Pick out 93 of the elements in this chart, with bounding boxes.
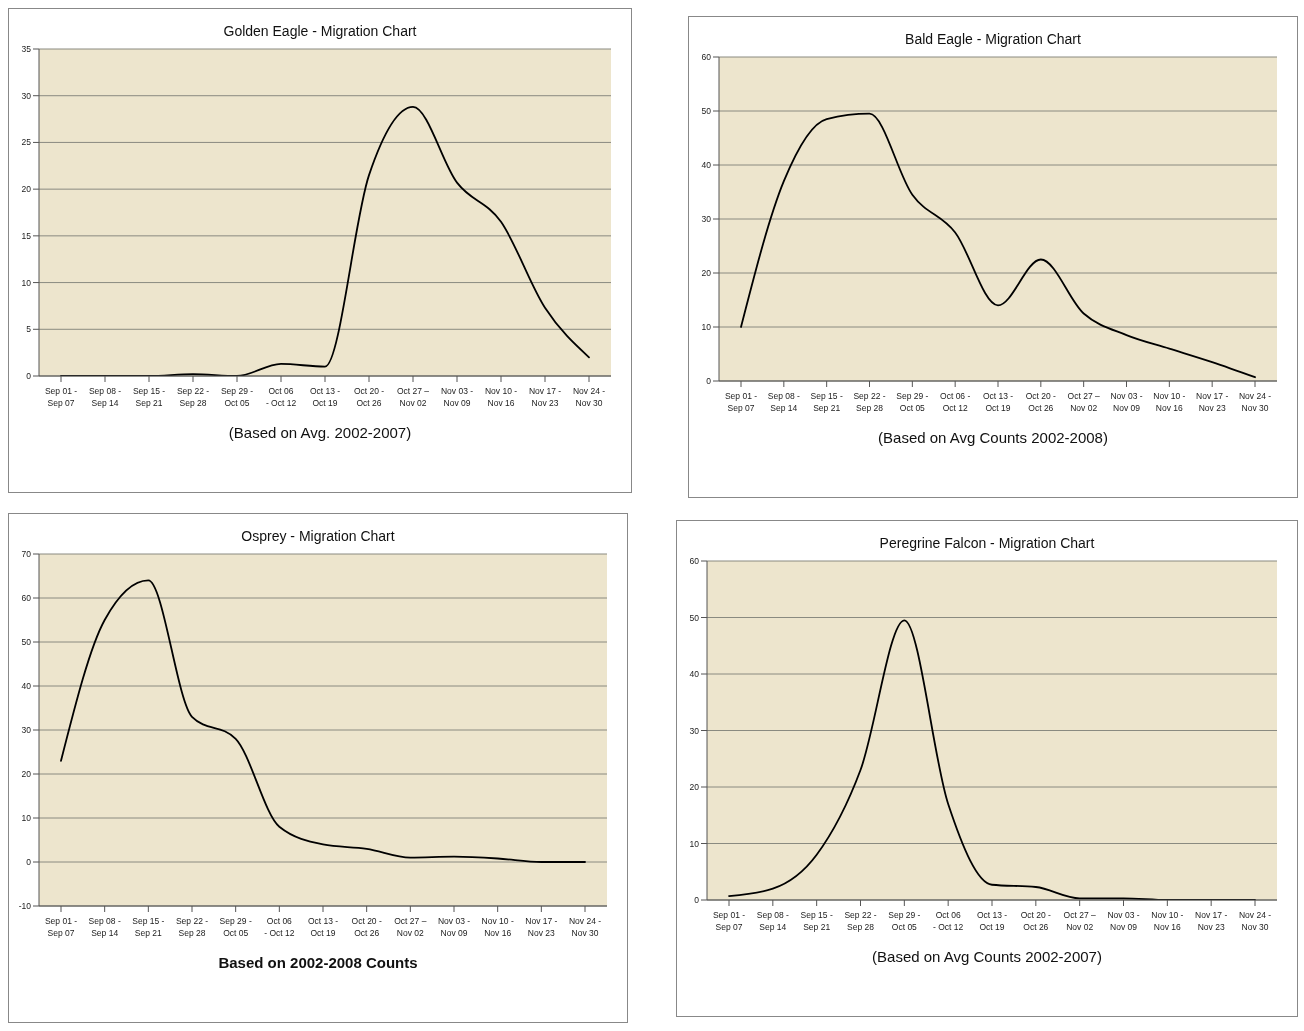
- x-tick-label: Nov 24 - Nov 30: [1238, 910, 1272, 932]
- x-tick-label: Sep 01 - Sep 07: [724, 391, 758, 413]
- x-tick-label: Nov 03 - Nov 09: [437, 916, 471, 938]
- x-tick-label: Sep 22 - Sep 28: [176, 386, 210, 408]
- x-tick-label: Nov 17 - Nov 23: [1196, 391, 1229, 413]
- y-tick-label: 0: [26, 371, 32, 382]
- x-tick-label: Oct 06 - Oct 12: [264, 916, 295, 938]
- y-tick-label: 0: [706, 376, 712, 387]
- x-tick-label: Nov 10 - Nov 16: [484, 386, 518, 408]
- y-tick-label: 10: [689, 838, 700, 849]
- y-tick-label: 30: [689, 725, 700, 736]
- x-tick-label: Oct 27 – Nov 02: [396, 386, 430, 408]
- x-tick-label: Sep 29 - Oct 05: [220, 386, 254, 408]
- y-tick-label: 0: [26, 857, 32, 868]
- x-tick-label: Oct 20 - Oct 26: [1025, 391, 1057, 413]
- x-tick-label: Sep 08 - Sep 14: [767, 391, 801, 413]
- y-tick-label: 15: [21, 230, 32, 241]
- x-tick-label: Nov 17 - Nov 23: [525, 916, 558, 938]
- y-tick-label: 30: [21, 90, 32, 101]
- x-tick-label: Oct 06 - Oct 12: [933, 910, 964, 932]
- x-tick-label: Sep 29 - Oct 05: [896, 391, 929, 413]
- x-tick-label: Oct 06 - Oct 12: [265, 386, 297, 408]
- y-tick-label: 60: [21, 593, 32, 604]
- chart-title: Bald Eagle - Migration Chart: [904, 31, 1082, 47]
- line-series: [740, 112, 1256, 379]
- x-tick-label: Oct 13 - Oct 19: [976, 910, 1008, 932]
- x-tick-label: Nov 24 - Nov 30: [1238, 391, 1272, 413]
- chart-title: Peregrine Falcon - Migration Chart: [878, 535, 1096, 551]
- x-tick-label: Sep 01 - Sep 07: [712, 910, 746, 932]
- x-tick-label: Nov 17 - Nov 23: [1195, 910, 1228, 932]
- y-tick-label: 20: [21, 184, 32, 195]
- x-tick-label: Oct 27 – Nov 02: [394, 916, 427, 938]
- x-tick-label: Nov 03 - Nov 09: [1110, 391, 1143, 413]
- x-tick-label: Sep 22 - Sep 28: [175, 916, 209, 938]
- x-tick-label: Oct 06 - Oct 12: [940, 391, 971, 413]
- y-tick-label: 60: [689, 556, 700, 567]
- x-tick-label: Oct 20 - Oct 26: [353, 386, 385, 408]
- y-tick-label: 30: [21, 725, 32, 736]
- text: Based on 2002-2008 Counts: [217, 954, 419, 971]
- x-tick-label: Sep 22 - Sep 28: [844, 910, 877, 932]
- text: (Based on Avg Counts 2002-2007): [871, 948, 1103, 965]
- x-tick-label: Sep 29 - Oct 05: [888, 910, 921, 932]
- x-tick-label: Oct 20 - Oct 26: [1020, 910, 1052, 932]
- text: (Based on Avg. 2002-2007): [227, 424, 413, 441]
- y-tick-label: 70: [21, 549, 32, 560]
- x-tick-label: Sep 29 - Oct 05: [219, 916, 252, 938]
- y-tick-label: 40: [701, 160, 712, 171]
- x-tick-label: Oct 13 - Oct 19: [309, 386, 341, 408]
- y-tick-label: 10: [21, 813, 32, 824]
- chart-title: Osprey - Migration Chart: [240, 528, 396, 544]
- y-tick-label: 5: [26, 324, 32, 335]
- x-tick-label: Oct 27 – Nov 02: [1067, 391, 1100, 413]
- x-tick-label: Sep 15 - Sep 21: [810, 391, 843, 413]
- x-tick-label: Oct 13 - Oct 19: [982, 391, 1014, 413]
- x-tick-label: Sep 22 - Sep 28: [853, 391, 886, 413]
- x-tick-label: Sep 01 - Sep 07: [44, 916, 78, 938]
- y-tick-label: 20: [701, 268, 712, 279]
- x-tick-label: Sep 01 - Sep 07: [44, 386, 78, 408]
- x-tick-label: Sep 08 - Sep 14: [756, 910, 790, 932]
- x-tick-label: Sep 15 - Sep 21: [132, 916, 165, 938]
- x-tick-label: Oct 27 – Nov 02: [1063, 910, 1096, 932]
- y-tick-label: 40: [689, 669, 700, 680]
- x-tick-label: Sep 08 - Sep 14: [88, 386, 122, 408]
- x-tick-label: Nov 24 - Nov 30: [568, 916, 602, 938]
- x-tick-label: Oct 13 - Oct 19: [307, 916, 339, 938]
- y-tick-label: 50: [701, 106, 712, 117]
- x-tick-label: Nov 24 - Nov 30: [572, 386, 606, 408]
- line-series: [60, 579, 586, 863]
- y-tick-label: 0: [694, 895, 700, 906]
- y-tick-label: -10: [18, 901, 32, 912]
- y-tick-label: 20: [689, 782, 700, 793]
- y-tick-label: 50: [689, 612, 700, 623]
- text: (Based on Avg Counts 2002-2008): [877, 429, 1109, 446]
- x-tick-label: Sep 15 - Sep 21: [132, 386, 166, 408]
- x-tick-label: Nov 10 - Nov 16: [481, 916, 514, 938]
- y-tick-label: 10: [701, 322, 712, 333]
- y-tick-label: 10: [21, 277, 32, 288]
- y-tick-label: 25: [21, 137, 32, 148]
- x-tick-label: Sep 15 - Sep 21: [800, 910, 833, 932]
- x-tick-label: Nov 10 - Nov 16: [1153, 391, 1186, 413]
- y-tick-label: 40: [21, 681, 32, 692]
- x-tick-label: Nov 03 - Nov 09: [440, 386, 474, 408]
- x-tick-label: Oct 20 - Oct 26: [351, 916, 382, 938]
- chart-title: Golden Eagle - Migration Chart: [222, 23, 418, 39]
- y-tick-label: 30: [701, 214, 712, 225]
- x-tick-label: Nov 03 - Nov 09: [1107, 910, 1140, 932]
- y-tick-label: 35: [21, 44, 32, 55]
- y-tick-label: 20: [21, 769, 32, 780]
- x-tick-label: Nov 10 - Nov 16: [1151, 910, 1184, 932]
- x-tick-label: Nov 17 - Nov 23: [528, 386, 562, 408]
- y-tick-label: 60: [701, 52, 712, 63]
- x-tick-label: Sep 08 - Sep 14: [88, 916, 121, 938]
- y-tick-label: 50: [21, 637, 32, 648]
